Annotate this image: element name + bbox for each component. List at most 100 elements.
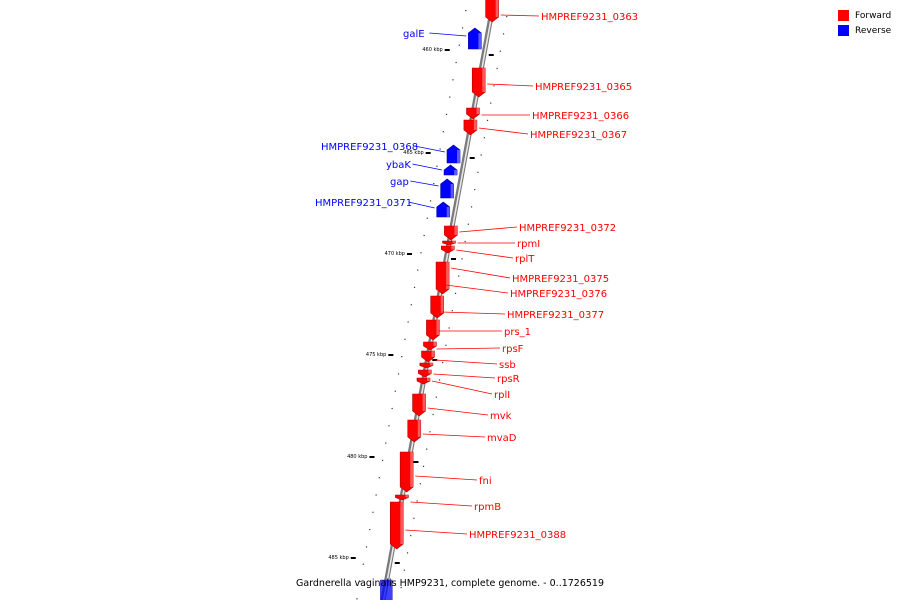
gene-arrow-highlight	[495, 0, 499, 17]
gene-label-hmpref9231-0363[interactable]: HMPREF9231_0363	[541, 12, 638, 23]
label-connector	[405, 529, 468, 535]
gene-arrow-gap[interactable]	[440, 178, 454, 199]
minor-tick-dot-left	[407, 321, 409, 323]
minor-tick-dots	[356, 10, 508, 600]
gene-label-hmpref9231-0371[interactable]: HMPREF9231_0371	[315, 198, 412, 209]
gene-label-mvad[interactable]: mvaD	[487, 433, 517, 444]
gene-arrow-rpli[interactable]	[416, 377, 431, 385]
minor-tick-dot-right	[477, 171, 479, 173]
gene-arrow-prs-1[interactable]	[423, 341, 437, 351]
label-connector	[441, 311, 506, 315]
gene-arrow-hmpref9231-0365[interactable]	[471, 67, 486, 98]
gene-label-hmpref9231-0366[interactable]: HMPREF9231_0366	[532, 111, 629, 122]
major-tick-left	[407, 253, 413, 255]
gene-label-ssb[interactable]: ssb	[499, 360, 516, 371]
minor-tick-dot-left	[356, 598, 358, 600]
gene-arrow-rplt[interactable]	[441, 245, 455, 254]
minor-tick-dot-right	[483, 137, 485, 139]
minor-tick-dot-left	[362, 563, 364, 565]
gene-arrow-rpsr[interactable]	[418, 369, 432, 378]
major-tick-left	[425, 152, 431, 154]
gene-label-fni[interactable]: fni	[479, 476, 492, 487]
gene-arrow-hmpref9231-0363[interactable]	[485, 0, 499, 23]
gene-label-rpmb[interactable]: rpmB	[474, 502, 501, 513]
gene-arrow-mvk[interactable]	[412, 393, 426, 417]
minor-tick-dot-left	[465, 10, 467, 12]
gene-arrow-highlight	[429, 363, 433, 366]
gene-label-hmpref9231-0388[interactable]: HMPREF9231_0388	[469, 530, 566, 541]
gene-arrow-highlight	[476, 108, 480, 114]
label-connector	[445, 284, 509, 294]
gene-arrow-partial[interactable]	[380, 579, 393, 600]
gene-arrow-fni[interactable]	[399, 451, 414, 493]
minor-tick-dot-right	[451, 310, 453, 312]
minor-tick-dot-right	[406, 552, 409, 554]
gene-arrow-mvad[interactable]	[407, 419, 422, 443]
gene-arrow-hmpref9231-0366[interactable]	[466, 107, 480, 120]
gene-arrow-hmpref9231-0376[interactable]	[430, 295, 445, 319]
gene-label-gale[interactable]: galE	[403, 29, 425, 40]
gene-arrow-highlight	[451, 246, 455, 250]
minor-tick-dot-left	[397, 373, 400, 375]
gene-label-hmpref9231-0376[interactable]: HMPREF9231_0376	[510, 289, 607, 300]
minor-tick-dot-right	[506, 16, 508, 18]
gene-label-gap[interactable]: gap	[390, 177, 409, 188]
gene-label-rpsr[interactable]: rpsR	[497, 374, 520, 385]
minor-tick-dot-left	[452, 79, 454, 81]
gene-arrow-highlight	[454, 170, 458, 175]
gene-arrow-hmpref9231-0375[interactable]	[435, 261, 450, 295]
gene-arrow-hmpref9231-0368[interactable]	[446, 144, 461, 164]
gene-label-rpmi[interactable]: rpmI	[517, 239, 540, 250]
minor-tick-dot-right	[467, 223, 469, 225]
minor-tick-dot-left	[445, 113, 448, 115]
gene-arrow-highlight	[482, 68, 486, 92]
gene-arrow-highlight	[446, 207, 450, 217]
minor-tick-dot-right	[438, 379, 441, 381]
gene-label-rplt[interactable]: rplT	[515, 254, 535, 265]
minor-tick-dot-left	[359, 580, 361, 583]
minor-tick-dot-left	[458, 44, 460, 46]
gene-arrow-hmpref9231-0367[interactable]	[463, 119, 478, 136]
gene-label-hmpref9231-0367[interactable]: HMPREF9231_0367	[530, 130, 627, 141]
gene-arrow-hmpref9231-0371[interactable]	[436, 201, 451, 218]
tick-label: 480 kbp	[347, 454, 367, 460]
gene-label-hmpref9231-0375[interactable]: HMPREF9231_0375	[512, 274, 609, 285]
minor-tick-dot-left	[410, 304, 412, 306]
gene-label-hmpref9231-0368[interactable]: HMPREF9231_0368	[321, 142, 418, 153]
label-connector	[487, 83, 534, 87]
gene-arrow-highlight	[446, 262, 450, 289]
minor-tick-dot-left	[413, 286, 416, 288]
gene-labels[interactable]: HMPREF9231_0363 galE HMPREF9231_0365 HMPREF…	[315, 12, 638, 541]
minor-tick-dot-left	[449, 96, 451, 98]
gene-arrow-hmpref9231-0372[interactable]	[444, 225, 458, 241]
label-connector	[429, 32, 467, 37]
gene-label-rpli[interactable]: rplI	[494, 390, 510, 401]
minor-tick-dot-right	[490, 102, 492, 104]
gene-arrow-hmpref9231-0388[interactable]	[389, 501, 404, 550]
gene-features[interactable]	[380, 0, 499, 600]
gene-arrow-ssb[interactable]	[419, 362, 434, 369]
legend-label-forward: Forward	[855, 10, 892, 21]
label-connector	[414, 145, 446, 153]
gene-arrow-ybak[interactable]	[443, 164, 458, 176]
gene-label-hmpref9231-0372[interactable]: HMPREF9231_0372	[519, 223, 616, 234]
gene-arrow-highlight	[440, 296, 444, 313]
gene-arrow-hmpref9231-0377[interactable]	[426, 319, 440, 341]
gene-arrow-rpmi[interactable]	[442, 240, 456, 246]
label-connector	[433, 373, 496, 379]
minor-tick-dot-left	[369, 529, 371, 531]
label-connector	[408, 201, 435, 209]
gene-label-prs-1[interactable]: prs_1	[504, 327, 531, 338]
gene-label-ybak[interactable]: ybaK	[386, 160, 411, 171]
minor-tick-dot-left	[439, 148, 441, 150]
minor-tick-dot-left	[372, 511, 374, 513]
gene-arrow-gale[interactable]	[468, 27, 482, 50]
minor-tick-dot-left	[442, 131, 444, 133]
gene-arrow-rpmb[interactable]	[395, 494, 409, 501]
gene-label-hmpref9231-0365[interactable]: HMPREF9231_0365	[535, 82, 632, 93]
gene-label-mvk[interactable]: mvk	[490, 411, 512, 422]
gene-label-rpsf[interactable]: rpsF	[502, 344, 524, 355]
gene-label-hmpref9231-0377[interactable]: HMPREF9231_0377	[507, 310, 604, 321]
gene-arrow-rpsf[interactable]	[421, 350, 435, 363]
